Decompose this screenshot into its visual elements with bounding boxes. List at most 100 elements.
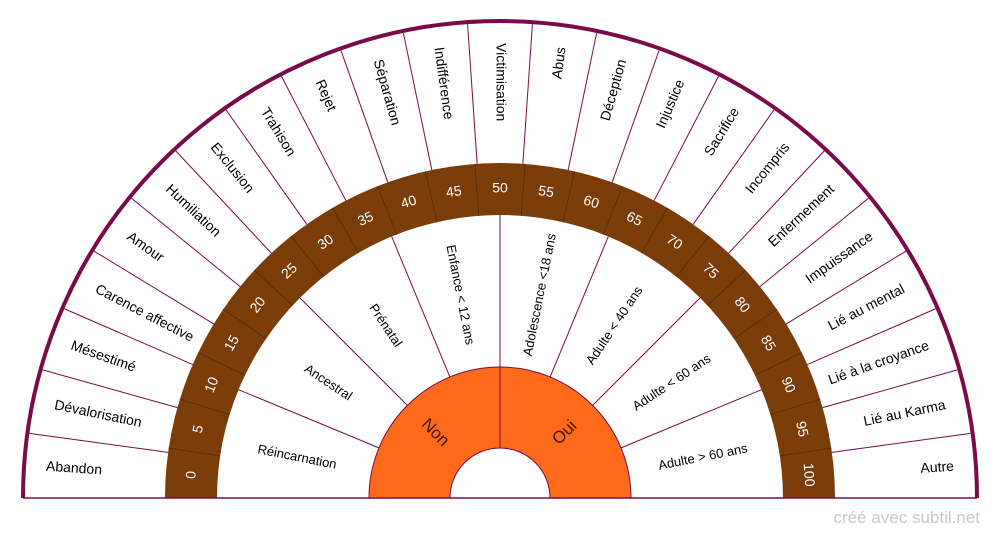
scale-divider [707, 269, 746, 306]
outer-divider [807, 308, 936, 365]
scale-tick-label: 95 [793, 420, 812, 439]
outer-divider [29, 432, 169, 453]
outer-divider [340, 50, 389, 183]
outer-divider [42, 369, 178, 409]
outer-label: Carence affective [93, 280, 197, 344]
scale-divider [602, 185, 623, 235]
outer-divider [653, 76, 719, 201]
scale-tick-label: 50 [492, 180, 508, 196]
center-half-oui [499, 366, 632, 499]
outer-label: Lié à la croyance [826, 337, 931, 388]
scale-divider [770, 398, 821, 416]
outer-divider [831, 432, 971, 453]
scale-tick-label: 5 [189, 423, 206, 434]
site-credit: créé avec subtil.net [833, 508, 980, 527]
outer-label: Abandon [46, 458, 103, 478]
outer-divider [131, 197, 241, 287]
period-label: Enfance < 12 ans [443, 244, 478, 347]
period-label: Adulte < 40 ans [583, 283, 646, 367]
scale-tick-label: 85 [758, 332, 780, 354]
scale-tick-label: 35 [355, 208, 376, 229]
outer-divider [822, 369, 958, 409]
period-label: Ancestral [302, 361, 355, 404]
outer-label: Impuissance [802, 228, 876, 287]
scale-divider [332, 207, 359, 254]
scale-tick-label: 15 [220, 332, 242, 354]
outer-label: Déception [597, 57, 629, 122]
scale-tick-label: 40 [399, 191, 419, 211]
outer-label: Autre [920, 458, 955, 476]
scale-tick-label: 90 [779, 374, 800, 395]
outer-divider [402, 32, 433, 171]
period-divider [592, 297, 701, 406]
scale-divider [733, 308, 778, 339]
outer-divider [728, 150, 825, 254]
scale-tick-label: 30 [314, 231, 336, 253]
period-divider [299, 297, 408, 406]
outer-label: Trahison [258, 104, 300, 158]
scale-divider [474, 163, 480, 216]
outer-label: Abus [548, 46, 568, 80]
outer-label: Lié au Karma [862, 396, 947, 429]
outer-divider [567, 32, 598, 171]
period-label: Prénatal [366, 301, 405, 350]
scale-divider [377, 185, 398, 235]
outer-label: Dévalorisation [53, 396, 143, 430]
scale-divider [290, 235, 324, 278]
period-divider [238, 389, 380, 449]
outer-divider [759, 197, 869, 287]
scale-divider [254, 269, 293, 306]
outer-divider [692, 109, 775, 225]
period-divider [391, 236, 451, 378]
center-disc: Non Oui [368, 366, 632, 499]
scale-divider [197, 352, 246, 376]
period-label: Adolescence <18 ans [520, 232, 559, 358]
outer-label: Amour [124, 228, 167, 265]
scale-tick-label: 65 [624, 208, 645, 229]
outer-label: Injustice [652, 77, 687, 131]
period-divider [549, 236, 609, 378]
period-divider [620, 389, 762, 449]
outer-divider [225, 109, 308, 225]
scale-divider [424, 171, 438, 223]
outer-label: Enfermement [765, 181, 837, 250]
scale-divider [168, 447, 221, 457]
outer-divider [785, 250, 907, 325]
scale-tick-label: 0 [182, 470, 199, 479]
outer-rim [21, 19, 979, 499]
outer-label: Victimisation [493, 43, 509, 121]
scale-divider [222, 308, 267, 339]
period-label: Réincarnation [256, 441, 338, 471]
scale-band-fill [165, 163, 835, 498]
scale-tick-label: 45 [445, 182, 463, 200]
scale-divider [779, 447, 832, 457]
outer-label: Sacrifice [701, 104, 743, 158]
outer-label: Séparation [371, 57, 405, 127]
outer-label: Rejet [313, 77, 341, 113]
scale-divider [520, 163, 526, 216]
outer-divider [522, 24, 533, 164]
outer-divider [64, 308, 193, 365]
scale-divider [179, 398, 230, 416]
scale-divider [754, 352, 803, 376]
scale-divider [641, 207, 668, 254]
outer-divider [467, 24, 478, 164]
outer-label: Incompris [742, 139, 793, 196]
period-label: Adulte > 60 ans [657, 440, 749, 473]
outer-divider [93, 250, 215, 325]
outer-label: Exclusion [208, 139, 258, 196]
scale-tick-label: 10 [201, 374, 222, 395]
scale-tick-label: 55 [537, 182, 555, 200]
outer-divider [175, 150, 272, 254]
scale-divider [562, 171, 576, 223]
outer-divider [611, 50, 660, 183]
scale-tick-label: 60 [582, 192, 602, 212]
scale-tick-label: 100 [801, 463, 819, 488]
center-half-non [368, 366, 501, 499]
outer-label: Mésestimé [69, 337, 138, 375]
outer-label: Lié au mental [825, 280, 907, 333]
outer-divider [281, 76, 347, 201]
